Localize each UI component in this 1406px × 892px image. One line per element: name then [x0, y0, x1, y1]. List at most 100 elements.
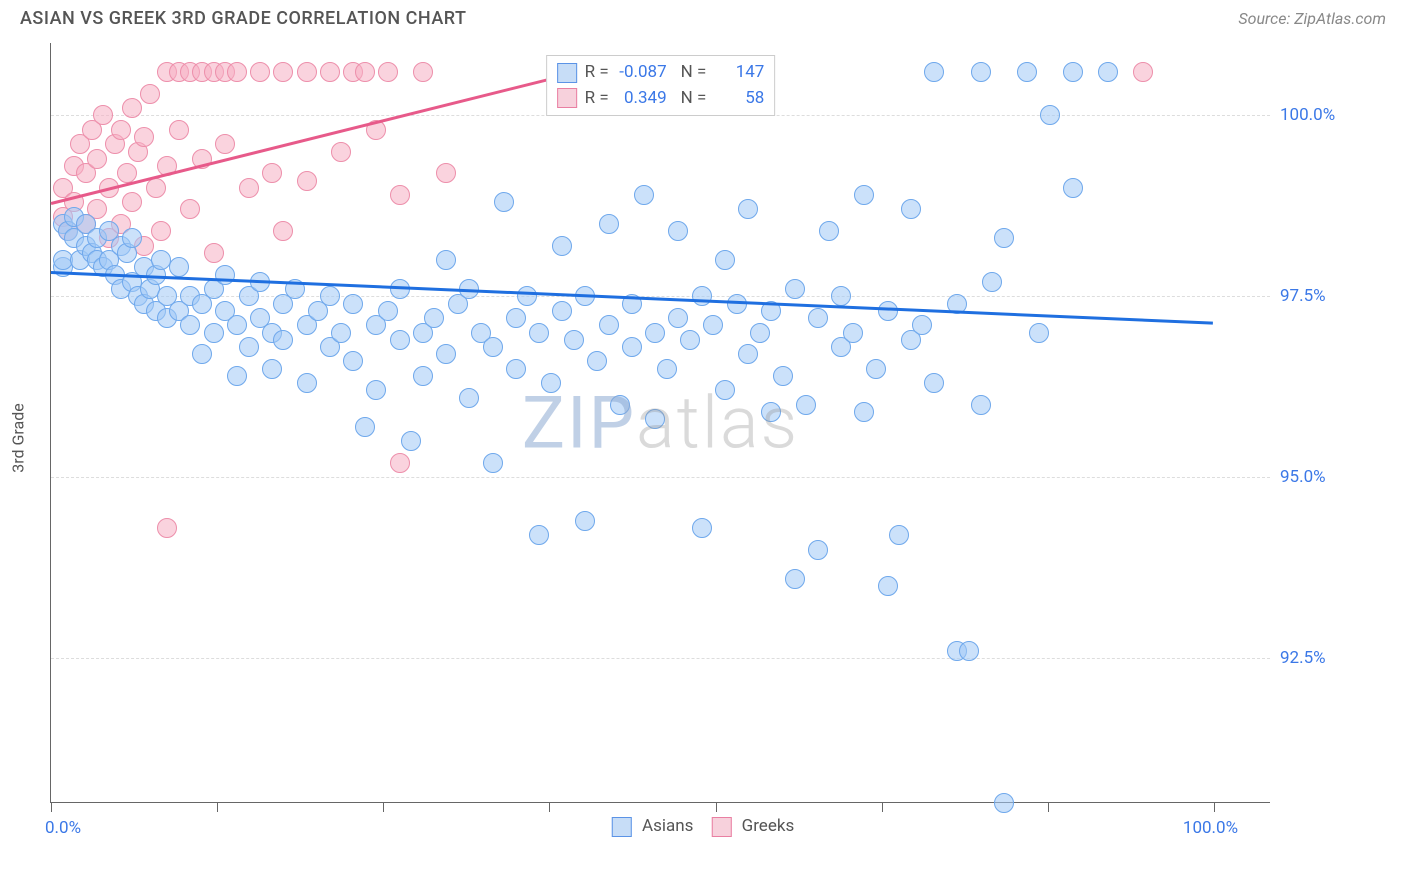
point-asians: [808, 308, 828, 328]
point-asians: [297, 373, 317, 393]
x-tick: [51, 802, 52, 812]
point-greeks: [93, 105, 113, 125]
point-asians: [343, 294, 363, 314]
x-tick: [549, 802, 550, 812]
point-asians: [808, 540, 828, 560]
point-greeks: [134, 127, 154, 147]
point-asians: [390, 330, 410, 350]
point-asians: [1029, 323, 1049, 343]
x-tick: [882, 802, 883, 812]
point-greeks: [215, 134, 235, 154]
point-asians: [273, 330, 293, 350]
point-greeks: [297, 62, 317, 82]
point-greeks: [331, 142, 351, 162]
point-asians: [715, 250, 735, 270]
point-asians: [1098, 62, 1118, 82]
point-asians: [331, 323, 351, 343]
point-asians: [971, 62, 991, 82]
source-label: Source: ZipAtlas.com: [1238, 9, 1386, 28]
point-greeks: [146, 178, 166, 198]
point-asians: [552, 236, 572, 256]
point-asians: [180, 315, 200, 335]
point-asians: [1063, 178, 1083, 198]
swatch-greeks: [711, 817, 731, 837]
point-greeks: [87, 149, 107, 169]
point-asians: [1017, 62, 1037, 82]
point-greeks: [169, 120, 189, 140]
gridline: [51, 658, 1270, 659]
y-tick-label: 92.5%: [1280, 648, 1390, 668]
point-asians: [215, 265, 235, 285]
point-asians: [413, 366, 433, 386]
x-tick: [383, 802, 384, 812]
point-asians: [483, 453, 503, 473]
chart-header: ASIAN VS GREEK 3RD GRADE CORRELATION CHA…: [0, 0, 1406, 33]
point-asians: [320, 286, 340, 306]
point-greeks: [378, 62, 398, 82]
point-asians: [1063, 62, 1083, 82]
point-asians: [599, 214, 619, 234]
point-asians: [517, 286, 537, 306]
point-asians: [622, 337, 642, 357]
point-asians: [564, 330, 584, 350]
point-asians: [192, 344, 212, 364]
gridline: [51, 477, 1270, 478]
point-greeks: [1133, 62, 1153, 82]
point-asians: [436, 250, 456, 270]
point-asians: [959, 641, 979, 661]
point-greeks: [157, 518, 177, 538]
point-asians: [854, 402, 874, 422]
point-asians: [971, 395, 991, 415]
point-asians: [994, 793, 1014, 813]
point-greeks: [250, 62, 270, 82]
point-asians: [982, 272, 1002, 292]
stats-row-asians: R = -0.087 N = 147: [557, 60, 765, 86]
point-asians: [575, 511, 595, 531]
point-greeks: [320, 62, 340, 82]
x-tick: [1214, 802, 1215, 812]
point-asians: [912, 315, 932, 335]
point-greeks: [239, 178, 259, 198]
point-asians: [645, 323, 665, 343]
y-axis-label: 3rd Grade: [9, 403, 28, 472]
point-asians: [227, 366, 247, 386]
point-asians: [994, 228, 1014, 248]
point-asians: [889, 525, 909, 545]
point-asians: [494, 192, 514, 212]
point-asians: [901, 199, 921, 219]
n-value-greeks: 58: [714, 86, 764, 112]
x-tick-label-right: 100.0%: [1183, 818, 1238, 838]
watermark-p: P: [589, 380, 636, 465]
point-asians: [680, 330, 700, 350]
point-asians: [506, 308, 526, 328]
x-tick-label-left: 0.0%: [45, 818, 81, 838]
stats-row-greeks: R = 0.349 N = 58: [557, 86, 765, 112]
y-tick-label: 97.5%: [1280, 286, 1390, 306]
point-asians: [529, 525, 549, 545]
point-asians: [366, 380, 386, 400]
point-greeks: [151, 221, 171, 241]
point-asians: [1040, 105, 1060, 125]
point-asians: [378, 301, 398, 321]
point-greeks: [111, 120, 131, 140]
point-asians: [785, 569, 805, 589]
point-asians: [401, 431, 421, 451]
legend-label-greeks: Greeks: [742, 816, 795, 836]
r-value-asians: -0.087: [617, 60, 667, 86]
r-label: R =: [585, 60, 609, 86]
watermark-z: Z: [522, 380, 567, 465]
chart-title: ASIAN VS GREEK 3RD GRADE CORRELATION CHA…: [20, 8, 466, 29]
point-asians: [773, 366, 793, 386]
point-asians: [668, 308, 688, 328]
point-asians: [599, 315, 619, 335]
point-asians: [506, 359, 526, 379]
watermark-i: I: [567, 380, 589, 465]
n-label: N =: [681, 86, 707, 112]
point-greeks: [140, 84, 160, 104]
point-greeks: [122, 192, 142, 212]
point-greeks: [262, 163, 282, 183]
point-asians: [587, 351, 607, 371]
point-asians: [657, 359, 677, 379]
point-asians: [796, 395, 816, 415]
point-asians: [634, 185, 654, 205]
